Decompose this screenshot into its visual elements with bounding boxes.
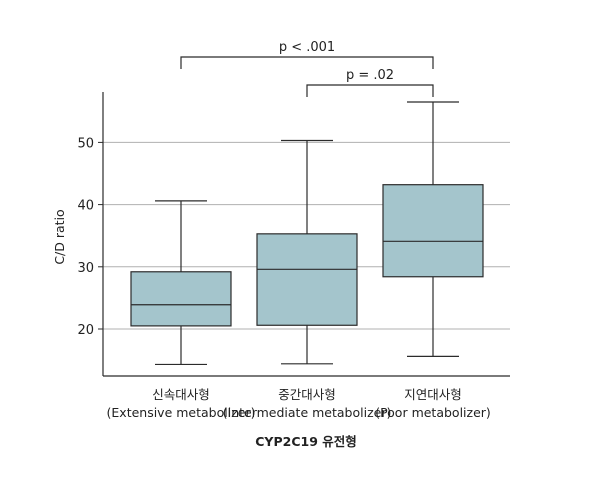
y-axis-label: C/D ratio bbox=[52, 209, 67, 264]
box-series bbox=[130, 101, 484, 366]
bracket-line bbox=[306, 84, 434, 97]
category-subtitle: (Poor metabolizer) bbox=[375, 405, 491, 420]
y-tick-labels: 20 30 40 50 bbox=[77, 136, 103, 338]
box-iqr bbox=[130, 271, 232, 327]
y-tick-label: 40 bbox=[77, 199, 94, 214]
p-value-label: p < .001 bbox=[279, 40, 335, 55]
category-subtitle: (Extensive metabolizer) bbox=[107, 405, 256, 420]
bracket-line bbox=[180, 56, 434, 69]
significance-bracket: p < .001 bbox=[180, 40, 434, 69]
box-group bbox=[382, 101, 484, 357]
category-name: 신속대사형 bbox=[152, 387, 210, 402]
significance-brackets: p < .001 p = .02 bbox=[180, 40, 434, 97]
significance-bracket: p = .02 bbox=[306, 68, 434, 97]
box-group bbox=[256, 139, 358, 365]
category-name: 지연대사형 bbox=[404, 387, 462, 402]
category-name: 중간대사형 bbox=[278, 387, 336, 402]
y-tick-label: 30 bbox=[77, 261, 94, 276]
x-axis-label: CYP2C19 유전형 bbox=[255, 434, 357, 449]
box-group bbox=[130, 200, 232, 366]
box-iqr bbox=[382, 184, 484, 278]
y-tick-label: 50 bbox=[77, 136, 94, 151]
category-subtitle: (Intermediate metabolizer) bbox=[223, 405, 392, 420]
box-iqr bbox=[256, 233, 358, 326]
y-tick-label: 20 bbox=[77, 323, 94, 338]
p-value-label: p = .02 bbox=[346, 68, 394, 83]
x-category-labels: 신속대사형 (Extensive metabolizer) 중간대사형 (Interm… bbox=[107, 387, 491, 420]
